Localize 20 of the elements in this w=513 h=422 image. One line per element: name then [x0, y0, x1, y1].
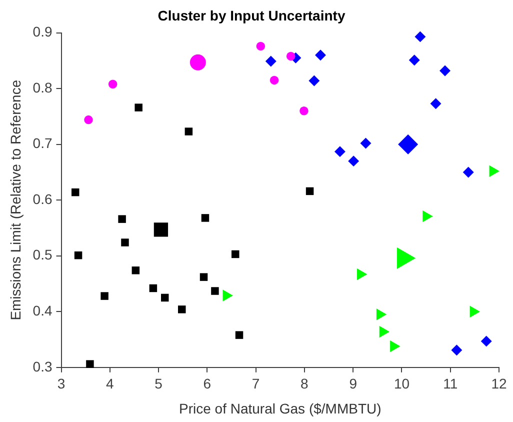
- chart-title: Cluster by Input Uncertainty: [158, 7, 346, 24]
- x-tick-label: 9: [349, 376, 358, 392]
- y-tick-label: 0.7: [32, 135, 52, 152]
- y-tick-label: 0.5: [32, 246, 52, 263]
- y-tick-label: 0.8: [32, 79, 52, 96]
- x-tick-label: 11: [443, 376, 458, 392]
- x-tick-label: 5: [154, 376, 163, 392]
- x-axis-title: Price of Natural Gas ($/MMBTU): [179, 400, 382, 416]
- y-tick-label: 0.4: [32, 302, 52, 318]
- x-tick-label: 12: [491, 376, 507, 392]
- x-tick-label: 7: [252, 376, 260, 392]
- x-tick-label: 4: [106, 376, 114, 392]
- x-tick-label: 6: [203, 376, 212, 392]
- x-tick-label: 3: [57, 376, 66, 392]
- y-tick-label: 0.3: [32, 358, 52, 374]
- y-axis-title: Emissions Limit (Relative to Reference: [7, 80, 24, 320]
- y-tick-label: 0.9: [32, 24, 52, 40]
- x-tick-label: 10: [394, 376, 410, 392]
- x-tick-label: 8: [300, 376, 309, 392]
- y-tick-label: 0.6: [32, 190, 52, 207]
